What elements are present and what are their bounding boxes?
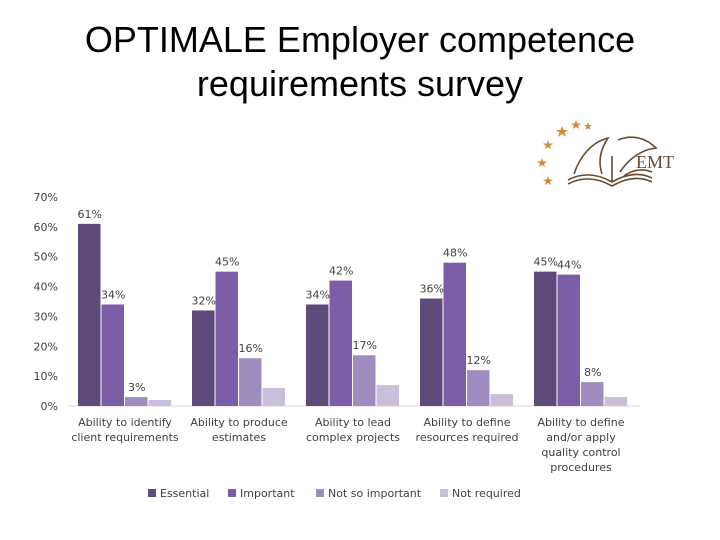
bars xyxy=(78,223,627,406)
category-label-line: resources required xyxy=(416,431,519,444)
bar-not-required xyxy=(490,394,513,406)
legend-label: Essential xyxy=(160,487,209,500)
bar-essential xyxy=(534,271,557,406)
slide-title-line-2: requirements survey xyxy=(196,63,524,104)
data-label: 3% xyxy=(128,381,145,394)
category-label-line: client requirements xyxy=(71,431,179,444)
bar-not-so-important xyxy=(467,370,490,406)
bar-important xyxy=(443,262,466,406)
bar-not-so-important xyxy=(353,355,376,406)
category-label-line: and/or apply xyxy=(546,431,616,444)
data-label: 45% xyxy=(534,256,558,269)
bar-not-required xyxy=(604,397,627,406)
logo-text: EMT xyxy=(636,152,674,172)
legend-swatch xyxy=(316,489,324,497)
legend-label: Not so important xyxy=(328,487,422,500)
bar-important xyxy=(101,304,124,406)
category-label-line: Ability to produce xyxy=(190,416,288,429)
slide-title-line-1: OPTIMALE Employer competence xyxy=(84,19,636,60)
y-tick-label: 10% xyxy=(34,370,58,383)
bar-important xyxy=(329,280,352,406)
legend-swatch xyxy=(228,489,236,497)
category-label: Ability to produce estimates xyxy=(190,416,288,444)
bar-essential xyxy=(78,223,101,406)
bar-chart: 0% 10% 20% 30% 40% 50% 60% 70% 61% 32% 34% 36% 45% 3… xyxy=(34,191,640,500)
y-tick-label: 60% xyxy=(34,221,58,234)
category-label-line: Ability to lead xyxy=(315,416,391,429)
bar-essential xyxy=(420,298,443,406)
data-label: 8% xyxy=(584,366,601,379)
y-tick-label: 40% xyxy=(34,281,58,294)
bar-not-required xyxy=(262,388,285,406)
category-label: Ability to define and/or apply quality con… xyxy=(538,416,625,474)
data-label: 32% xyxy=(192,294,216,307)
logo-stars-icon xyxy=(537,120,592,185)
y-tick-label: 70% xyxy=(34,191,58,204)
category-label: Ability to define resources required xyxy=(416,416,519,444)
category-label-line: Ability to identify xyxy=(78,416,172,429)
category-label-line: procedures xyxy=(550,461,612,474)
y-tick-label: 50% xyxy=(34,251,58,264)
emt-logo xyxy=(537,120,658,187)
data-label: 17% xyxy=(353,339,377,352)
category-label-line: estimates xyxy=(212,431,266,444)
data-label: 34% xyxy=(306,288,330,301)
bar-not-so-important xyxy=(581,382,604,406)
data-label: 44% xyxy=(557,259,581,272)
category-label-line: complex projects xyxy=(306,431,400,444)
data-label: 48% xyxy=(443,247,467,260)
bar-not-so-important xyxy=(239,358,262,406)
y-tick-label: 30% xyxy=(34,310,58,323)
category-labels: Ability to identify client requirementsAb… xyxy=(71,416,624,474)
data-label: 61% xyxy=(78,208,102,221)
data-label: 45% xyxy=(215,256,239,269)
category-label-line: Ability to define xyxy=(538,416,625,429)
y-tick-label: 20% xyxy=(34,340,58,353)
bar-not-required xyxy=(376,385,399,406)
data-label: 34% xyxy=(101,288,125,301)
bar-important xyxy=(557,274,580,406)
data-labels: 61% 32% 34% 36% 45% 34% 45% 42% 48% 44% 3% 16% 17% 12… xyxy=(78,208,602,394)
bar-essential xyxy=(306,304,329,406)
category-label: Ability to identify client requirements xyxy=(71,416,179,444)
legend: Essential Important Not so important Not re… xyxy=(148,487,521,500)
legend-swatch xyxy=(148,489,156,497)
book-icon xyxy=(567,136,658,187)
category-label-line: Ability to define xyxy=(424,416,511,429)
bar-not-required xyxy=(148,400,171,406)
legend-label: Not required xyxy=(452,487,521,500)
data-label: 36% xyxy=(420,283,444,296)
legend-swatch xyxy=(440,489,448,497)
bar-important xyxy=(215,271,238,406)
bar-essential xyxy=(192,310,215,406)
y-tick-label: 0% xyxy=(41,400,58,413)
data-label: 12% xyxy=(467,354,491,367)
category-label: Ability to lead complex projects xyxy=(306,416,400,444)
legend-label: Important xyxy=(240,487,295,500)
data-label: 42% xyxy=(329,265,353,278)
category-label-line: quality control xyxy=(541,446,620,459)
data-label: 16% xyxy=(239,342,263,355)
slide-title: OPTIMALE Employer competence requirement… xyxy=(0,18,720,106)
bar-not-so-important xyxy=(125,397,148,406)
